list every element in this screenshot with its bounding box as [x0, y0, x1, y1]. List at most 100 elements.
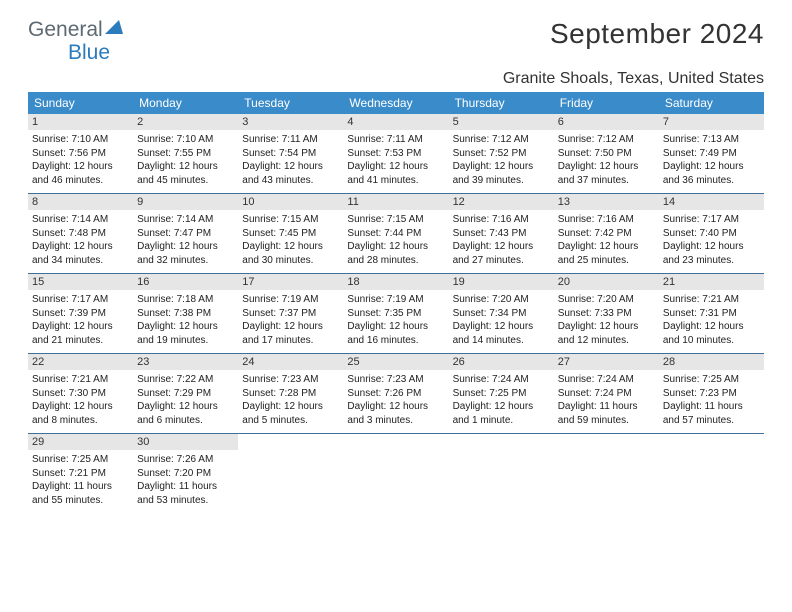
brand-text: General Blue	[28, 18, 123, 64]
day-number: 20	[554, 274, 659, 290]
day-number: 29	[28, 434, 133, 450]
daylight-text-1: Daylight: 12 hours	[242, 400, 339, 414]
day-number: 9	[133, 194, 238, 210]
calendar-cell: 21Sunrise: 7:21 AMSunset: 7:31 PMDayligh…	[659, 274, 764, 353]
sunset-text: Sunset: 7:42 PM	[558, 227, 655, 241]
day-details: Sunrise: 7:18 AMSunset: 7:38 PMDaylight:…	[137, 293, 234, 347]
sunset-text: Sunset: 7:26 PM	[347, 387, 444, 401]
sunrise-text: Sunrise: 7:19 AM	[242, 293, 339, 307]
sunrise-text: Sunrise: 7:11 AM	[242, 133, 339, 147]
calendar-cell: 8Sunrise: 7:14 AMSunset: 7:48 PMDaylight…	[28, 194, 133, 273]
day-details: Sunrise: 7:21 AMSunset: 7:30 PMDaylight:…	[32, 373, 129, 427]
day-number: 7	[659, 114, 764, 130]
calendar-cell: 3 Sunrise: 7:11 AMSunset: 7:54 PMDaylight…	[238, 114, 343, 193]
daylight-text-1: Daylight: 12 hours	[347, 400, 444, 414]
calendar-cell: 27Sunrise: 7:24 AMSunset: 7:24 PMDayligh…	[554, 354, 659, 433]
daylight-text-1: Daylight: 12 hours	[242, 320, 339, 334]
month-title: September 2024	[550, 18, 764, 50]
daylight-text-2: and 28 minutes.	[347, 254, 444, 268]
day-details: Sunrise: 7:19 AMSunset: 7:37 PMDaylight:…	[242, 293, 339, 347]
calendar-cell: 7Sunrise: 7:13 AMSunset: 7:49 PMDaylight…	[659, 114, 764, 193]
sunset-text: Sunset: 7:37 PM	[242, 307, 339, 321]
sunset-text: Sunset: 7:38 PM	[137, 307, 234, 321]
sunset-text: Sunset: 7:21 PM	[32, 467, 129, 481]
day-details: Sunrise: 7:17 AMSunset: 7:40 PMDaylight:…	[663, 213, 760, 267]
day-number: 3	[238, 114, 343, 130]
daylight-text-1: Daylight: 12 hours	[663, 240, 760, 254]
daylight-text-1: Daylight: 12 hours	[453, 160, 550, 174]
sunrise-text: Sunrise: 7:12 AM	[558, 133, 655, 147]
sunset-text: Sunset: 7:33 PM	[558, 307, 655, 321]
sunrise-text: Sunrise: 7:15 AM	[242, 213, 339, 227]
day-number: 23	[133, 354, 238, 370]
day-details: Sunrise: 7:11 AMSunset: 7:54 PMDaylight:…	[242, 133, 339, 187]
calendar-row: 1Sunrise: 7:10 AMSunset: 7:56 PMDaylight…	[28, 114, 764, 194]
daylight-text-1: Daylight: 12 hours	[137, 400, 234, 414]
sunrise-text: Sunrise: 7:23 AM	[347, 373, 444, 387]
sunrise-text: Sunrise: 7:24 AM	[453, 373, 550, 387]
daylight-text-2: and 36 minutes.	[663, 174, 760, 188]
day-number: 14	[659, 194, 764, 210]
day-details: Sunrise: 7:20 AMSunset: 7:33 PMDaylight:…	[558, 293, 655, 347]
day-number: 30	[133, 434, 238, 450]
sunset-text: Sunset: 7:23 PM	[663, 387, 760, 401]
day-number: 4	[343, 114, 448, 130]
sunset-text: Sunset: 7:34 PM	[453, 307, 550, 321]
calendar-cell	[343, 434, 448, 513]
daylight-text-1: Daylight: 12 hours	[137, 240, 234, 254]
daylight-text-2: and 17 minutes.	[242, 334, 339, 348]
weekday-sat: Saturday	[659, 92, 764, 114]
sunrise-text: Sunrise: 7:25 AM	[32, 453, 129, 467]
calendar-cell: 25Sunrise: 7:23 AMSunset: 7:26 PMDayligh…	[343, 354, 448, 433]
daylight-text-1: Daylight: 12 hours	[32, 240, 129, 254]
calendar-row: 8Sunrise: 7:14 AMSunset: 7:48 PMDaylight…	[28, 194, 764, 274]
day-details: Sunrise: 7:24 AMSunset: 7:25 PMDaylight:…	[453, 373, 550, 427]
calendar-body: 1Sunrise: 7:10 AMSunset: 7:56 PMDaylight…	[28, 114, 764, 513]
calendar-cell: 14 Sunrise: 7:17 AMSunset: 7:40 PMDayligh…	[659, 194, 764, 273]
triangle-icon	[105, 20, 123, 34]
calendar-cell: 17 Sunrise: 7:19 AMSunset: 7:37 PMDayligh…	[238, 274, 343, 353]
daylight-text-1: Daylight: 11 hours	[32, 480, 129, 494]
calendar-cell: 12Sunrise: 7:16 AMSunset: 7:43 PMDayligh…	[449, 194, 554, 273]
daylight-text-2: and 14 minutes.	[453, 334, 550, 348]
calendar-cell: 28Sunrise: 7:25 AMSunset: 7:23 PMDayligh…	[659, 354, 764, 433]
sunrise-text: Sunrise: 7:20 AM	[453, 293, 550, 307]
sunrise-text: Sunrise: 7:11 AM	[347, 133, 444, 147]
day-number: 22	[28, 354, 133, 370]
daylight-text-2: and 6 minutes.	[137, 414, 234, 428]
calendar-cell: 15Sunrise: 7:17 AMSunset: 7:39 PMDayligh…	[28, 274, 133, 353]
daylight-text-1: Daylight: 11 hours	[558, 400, 655, 414]
day-details: Sunrise: 7:25 AMSunset: 7:23 PMDaylight:…	[663, 373, 760, 427]
daylight-text-2: and 34 minutes.	[32, 254, 129, 268]
day-details: Sunrise: 7:10 AMSunset: 7:55 PMDaylight:…	[137, 133, 234, 187]
sunrise-text: Sunrise: 7:18 AM	[137, 293, 234, 307]
calendar-cell: 29 Sunrise: 7:25 AMSunset: 7:21 PMDayligh…	[28, 434, 133, 513]
daylight-text-2: and 37 minutes.	[558, 174, 655, 188]
weekday-thu: Thursday	[449, 92, 554, 114]
day-number: 17	[238, 274, 343, 290]
daylight-text-2: and 16 minutes.	[347, 334, 444, 348]
weekday-wed: Wednesday	[343, 92, 448, 114]
day-details: Sunrise: 7:17 AMSunset: 7:39 PMDaylight:…	[32, 293, 129, 347]
day-number: 13	[554, 194, 659, 210]
calendar-cell: 26Sunrise: 7:24 AMSunset: 7:25 PMDayligh…	[449, 354, 554, 433]
sunset-text: Sunset: 7:50 PM	[558, 147, 655, 161]
daylight-text-1: Daylight: 12 hours	[347, 320, 444, 334]
location-text: Granite Shoals, Texas, United States	[28, 70, 764, 88]
sunrise-text: Sunrise: 7:12 AM	[453, 133, 550, 147]
day-details: Sunrise: 7:10 AMSunset: 7:56 PMDaylight:…	[32, 133, 129, 187]
sunrise-text: Sunrise: 7:17 AM	[663, 213, 760, 227]
weekday-tue: Tuesday	[238, 92, 343, 114]
day-number: 5	[449, 114, 554, 130]
day-number: 10	[238, 194, 343, 210]
calendar-cell: 6Sunrise: 7:12 AMSunset: 7:50 PMDaylight…	[554, 114, 659, 193]
calendar-cell: 19Sunrise: 7:20 AMSunset: 7:34 PMDayligh…	[449, 274, 554, 353]
sunrise-text: Sunrise: 7:16 AM	[558, 213, 655, 227]
day-number: 18	[343, 274, 448, 290]
calendar-cell: 30Sunrise: 7:26 AMSunset: 7:20 PMDayligh…	[133, 434, 238, 513]
sunrise-text: Sunrise: 7:23 AM	[242, 373, 339, 387]
daylight-text-2: and 57 minutes.	[663, 414, 760, 428]
day-number: 6	[554, 114, 659, 130]
daylight-text-2: and 27 minutes.	[453, 254, 550, 268]
title-block: September 2024	[550, 18, 764, 50]
